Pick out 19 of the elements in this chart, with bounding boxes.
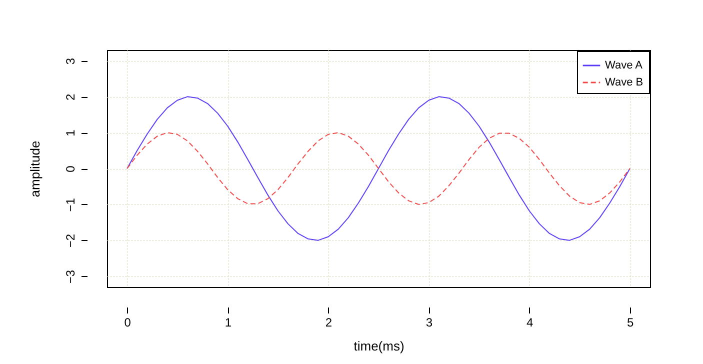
line-series — [126, 96, 630, 241]
y-tick-label: 1 — [64, 129, 78, 136]
y-tick-label: 3 — [64, 58, 78, 65]
x-tick-label: 4 — [526, 316, 534, 330]
legend-label: Wave B — [605, 76, 644, 88]
line-series — [126, 132, 630, 205]
y-tick-label: −1 — [64, 198, 78, 212]
x-tick-label: 0 — [124, 316, 132, 330]
x-tick-label: 5 — [627, 316, 634, 330]
x-tick-label: 2 — [325, 316, 332, 330]
y-tick-label: 2 — [64, 94, 78, 101]
x-tick-label: 3 — [426, 316, 433, 330]
y-tick-label: 0 — [64, 165, 78, 172]
y-tick-label: −2 — [64, 234, 78, 248]
legend-label: Wave A — [605, 60, 644, 72]
y-axis-title: amplitude — [28, 140, 42, 198]
x-tick-label: 1 — [224, 316, 232, 330]
x-axis-title: time(ms) — [354, 338, 404, 354]
y-tick-label: −3 — [64, 270, 78, 284]
